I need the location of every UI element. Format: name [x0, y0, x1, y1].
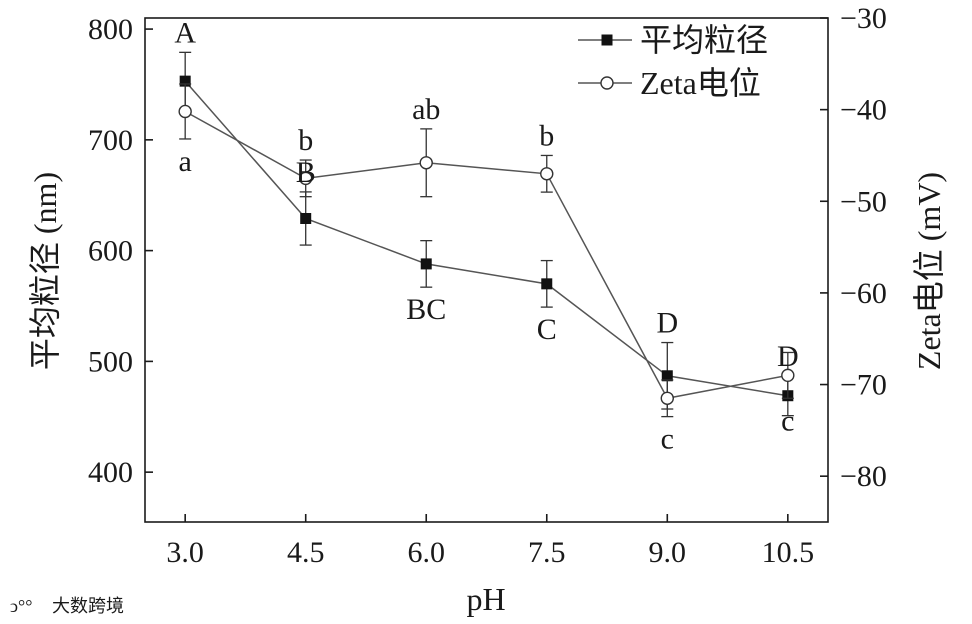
significance-label: ab — [412, 93, 440, 126]
y-left-tick-label: 500 — [88, 345, 133, 378]
series-layer — [178, 51, 795, 418]
x-tick-label: 6.0 — [407, 536, 445, 569]
significance-label: BC — [406, 293, 446, 326]
y-left-tick-label: 400 — [88, 456, 133, 489]
significance-label: c — [781, 404, 794, 437]
data-point-square — [420, 258, 432, 270]
data-point-circle — [299, 171, 313, 186]
watermark-text: 大数跨境 — [52, 596, 124, 616]
data-point-square — [179, 75, 191, 87]
x-tick-label: 7.5 — [528, 536, 566, 569]
data-point-square — [661, 370, 673, 382]
data-point-square — [300, 212, 312, 224]
legend: 平均粒径 Zeta电位 — [578, 22, 768, 101]
data-point-circle — [419, 156, 433, 170]
y-left-tick-label: 600 — [88, 235, 133, 268]
legend-label: 平均粒径 — [640, 22, 768, 58]
y-axis-right-title: Zeta电位 (mV) — [911, 172, 947, 370]
plot-border — [144, 17, 829, 523]
data-point-circle — [660, 391, 674, 405]
y-right-tick-label: −30 — [840, 2, 887, 35]
series-line-size — [184, 80, 788, 397]
significance-label: D — [656, 307, 678, 340]
significance-label: A — [174, 16, 196, 49]
series-line-zeta — [184, 110, 788, 400]
legend-marker-circle — [600, 76, 614, 90]
y-left-tick-label: 700 — [88, 124, 133, 157]
legend-marker-square — [601, 34, 613, 46]
legend-item: 平均粒径 — [578, 22, 768, 58]
data-point-circle — [540, 167, 554, 181]
axis-ticks: 3.0 4.5 6.0 7.5 9.0 10.5 400 500 600 700 800 −30 −40… — [88, 2, 887, 569]
data-point-circle — [178, 104, 192, 119]
y-axis-left-title: 平均粒径 (nm) — [27, 172, 63, 370]
legend-label: Zeta电位 — [640, 65, 761, 101]
y-right-tick-label: −60 — [840, 277, 887, 310]
x-tick-label: 9.0 — [649, 536, 687, 569]
plot-frame — [144, 17, 829, 523]
significance-label: C — [537, 313, 557, 346]
legend-item: Zeta电位 — [578, 65, 761, 101]
y-right-tick-label: −40 — [840, 94, 887, 127]
data-point-square — [541, 278, 553, 290]
data-point-circle — [781, 368, 795, 383]
significance-label: B — [296, 156, 316, 189]
significance-label: D — [777, 340, 799, 373]
x-tick-label: 10.5 — [762, 536, 815, 569]
y-left-tick-label: 800 — [88, 13, 133, 46]
x-axis-title: pH — [466, 581, 505, 617]
significance-label: b — [298, 124, 313, 157]
watermark: ↄ°° 大数跨境 — [10, 596, 124, 616]
x-tick-label: 4.5 — [287, 536, 325, 569]
y-right-tick-label: −80 — [840, 460, 887, 493]
y-right-tick-label: −50 — [840, 185, 887, 218]
watermark-logo-icon: ↄ°° — [10, 596, 32, 616]
y-right-tick-label: −70 — [840, 369, 887, 402]
significance-label: b — [539, 119, 554, 152]
x-tick-label: 3.0 — [166, 536, 204, 569]
significance-label: a — [179, 145, 192, 178]
significance-label: c — [661, 423, 674, 456]
